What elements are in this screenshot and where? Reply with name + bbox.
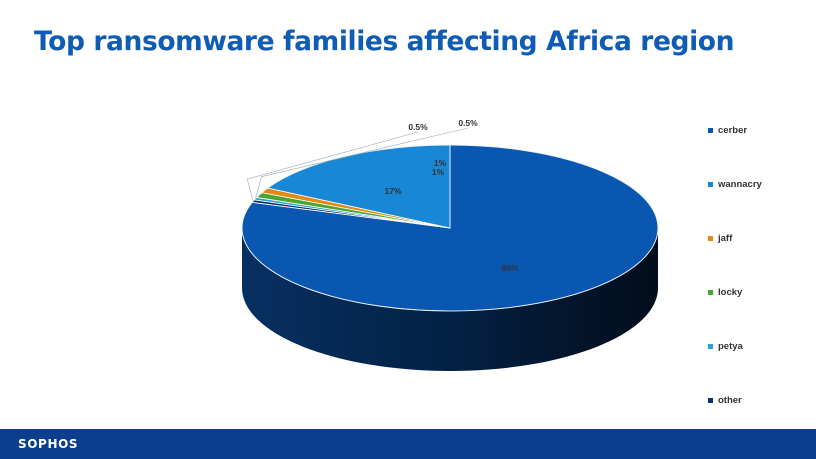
- leader-line-petya: [255, 127, 469, 199]
- legend-swatch: [708, 235, 713, 241]
- pie-side-cerber: [242, 228, 658, 371]
- legend-item-locky: locky: [708, 285, 742, 299]
- legend-swatch: [708, 181, 713, 187]
- slide-title: Top ransomware families affecting Africa…: [34, 26, 735, 57]
- legend-label: cerber: [718, 124, 748, 136]
- data-label-jaff: 1%: [432, 167, 445, 177]
- legend-swatch: [708, 289, 713, 295]
- legend-item-cerber: cerber: [708, 123, 747, 137]
- data-label-locky: 1%: [434, 158, 447, 168]
- legend-label: wannacry: [718, 178, 762, 190]
- data-label-cerber: 80%: [501, 263, 518, 273]
- legend-label: other: [718, 394, 742, 406]
- legend-item-petya: petya: [708, 339, 743, 353]
- leader-line-other: [246, 131, 419, 202]
- legend-label: petya: [718, 340, 743, 352]
- legend-swatch: [708, 397, 713, 403]
- sophos-logo: SOPHOS: [18, 437, 79, 451]
- legend-item-jaff: jaff: [708, 231, 732, 245]
- legend-item-wannacry: wannacry: [708, 177, 762, 191]
- footer-bar: SOPHOS: [0, 429, 816, 459]
- legend-item-other: other: [708, 393, 742, 407]
- legend-label: jaff: [718, 232, 733, 244]
- pie-chart: 80% 0.5% 0.5% 1%1% 17%: [241, 118, 659, 371]
- data-label-other: 0.5%: [408, 122, 428, 132]
- legend-swatch: [708, 127, 713, 133]
- legend-swatch: [708, 343, 713, 349]
- pie-rim: [241, 144, 659, 312]
- legend-label: locky: [718, 286, 743, 298]
- data-label-wannacry: 17%: [384, 186, 401, 196]
- data-label-petya: 0.5%: [458, 118, 478, 128]
